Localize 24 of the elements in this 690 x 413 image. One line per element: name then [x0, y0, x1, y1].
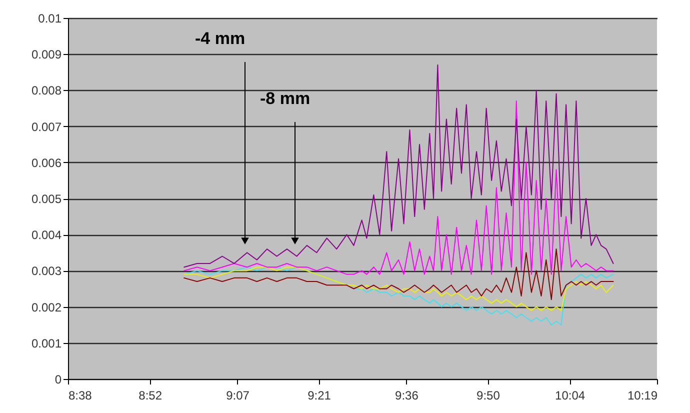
- y-tick-label: 0.007: [31, 120, 62, 134]
- annotation: -4 mm: [195, 29, 246, 48]
- x-tick-label: 10:04: [555, 388, 586, 402]
- annotation: -8 mm: [260, 89, 310, 108]
- x-tick-label: 8:38: [68, 388, 92, 402]
- y-tick-label: 0.005: [31, 192, 62, 206]
- y-tick-label: 0.009: [31, 48, 62, 62]
- line-series: [184, 64, 614, 268]
- y-tick-label: 0.002: [31, 300, 62, 314]
- y-tick-label: 0.001: [31, 336, 62, 350]
- y-tick-label: 0.003: [31, 264, 62, 278]
- x-tick-label: 9:50: [476, 388, 500, 402]
- y-tick-label: 0.004: [31, 228, 62, 242]
- line-series: [184, 266, 614, 311]
- y-tick-label: 0.01: [38, 12, 62, 26]
- y-tick-label: 0.008: [31, 84, 62, 98]
- line-series: [184, 248, 614, 300]
- y-tick-label: 0: [54, 372, 62, 386]
- x-tick-label: 9:07: [226, 388, 250, 402]
- x-tick-label: 8:52: [138, 388, 162, 402]
- y-tick-label: 0.006: [31, 156, 62, 170]
- x-tick-label: 9:36: [395, 388, 419, 402]
- x-tick-label: 10:19: [627, 388, 658, 402]
- x-tick-label: 9:21: [308, 388, 332, 402]
